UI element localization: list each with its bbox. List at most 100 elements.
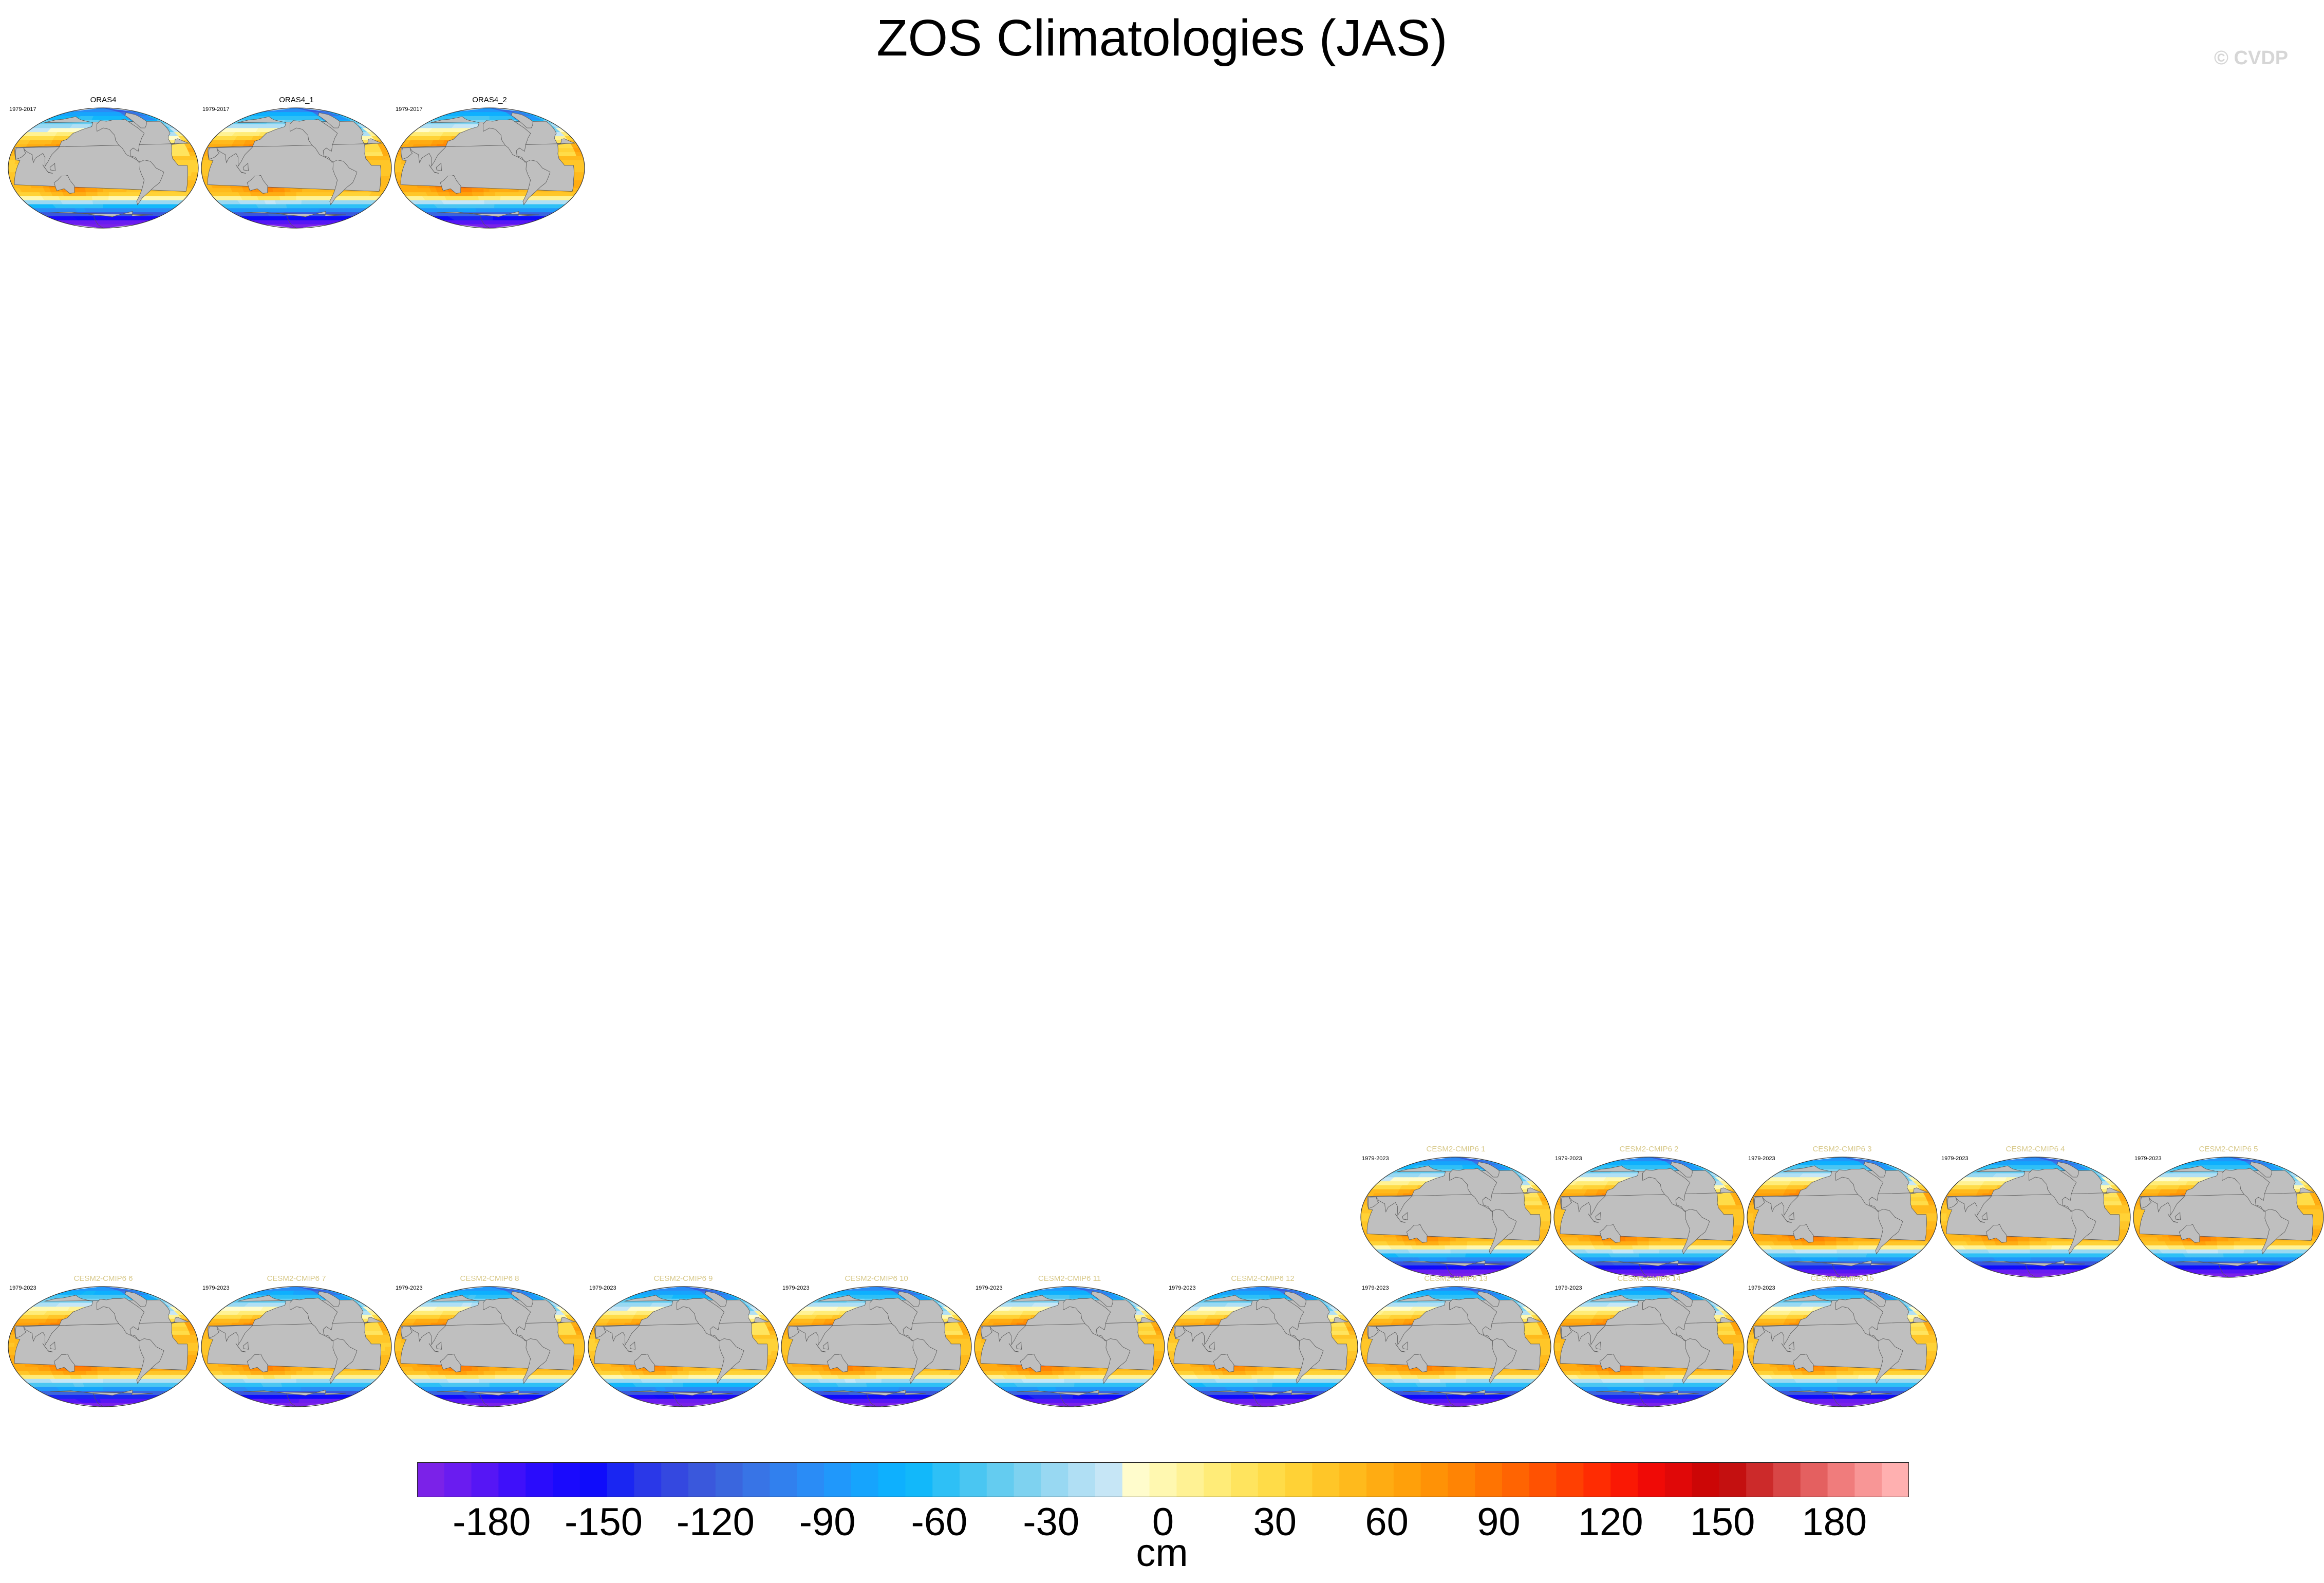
map-outline <box>394 107 585 229</box>
map-panel-title: CESM2-CMIP6 3 <box>1812 1145 1872 1153</box>
colorbar-swatch <box>1312 1462 1340 1497</box>
land-mass <box>1489 1208 1517 1255</box>
land-mass <box>49 163 56 171</box>
land-mass <box>317 112 340 128</box>
land-mass <box>1788 1342 1795 1350</box>
land-mass <box>242 163 249 171</box>
land-mass <box>1403 1389 1506 1407</box>
land-mass <box>208 116 382 167</box>
colorbar-tick-label: -120 <box>676 1500 755 1544</box>
land-mass <box>1489 1338 1517 1384</box>
map-panel-title: CESM2-CMIP6 10 <box>845 1274 908 1283</box>
map-panel-years: 1979-2023 <box>589 1285 616 1291</box>
land-mass <box>1402 1342 1409 1350</box>
map-panel-title: CESM2-CMIP6 7 <box>267 1274 326 1283</box>
map-svg <box>1940 1157 2131 1278</box>
land-mass <box>42 1343 53 1352</box>
map-svg <box>8 107 199 229</box>
map-outline <box>8 107 199 229</box>
land-mass <box>1017 1389 1119 1407</box>
land-mass <box>981 1295 1155 1346</box>
colorbar-swatch <box>1556 1462 1584 1497</box>
land-mass <box>716 1338 744 1384</box>
map-svg <box>588 1286 779 1407</box>
map-panel-title: CESM2-CMIP6 13 <box>1424 1274 1488 1283</box>
watermark: © CVDP <box>2214 47 2289 69</box>
land-mass <box>622 1343 633 1352</box>
map-svg <box>1360 1157 1551 1278</box>
land-mass <box>49 1342 56 1350</box>
colorbar-swatch <box>1610 1462 1638 1497</box>
map-panel-title: CESM2-CMIP6 4 <box>2006 1145 2065 1153</box>
land-mass <box>629 1342 636 1350</box>
map-svg <box>1747 1286 1938 1407</box>
land-mass <box>1982 1260 2085 1277</box>
land-mass <box>2221 1168 2270 1212</box>
map-svg <box>2133 1157 2324 1278</box>
colorbar-swatch <box>1583 1462 1611 1497</box>
land-mass <box>1367 1295 1542 1346</box>
colorbar-swatch <box>851 1462 879 1497</box>
colorbar-swatch <box>1420 1462 1448 1497</box>
land-mass <box>1670 1161 1693 1178</box>
land-mass <box>1595 1342 1602 1350</box>
land-mass <box>96 1297 145 1342</box>
land-mass <box>1020 1353 1041 1372</box>
land-mass <box>633 1353 655 1372</box>
land-mass <box>289 1297 338 1342</box>
land-mass <box>136 159 164 206</box>
map-panel-years: 1979-2023 <box>9 1285 36 1291</box>
land-mass <box>1255 1297 1304 1342</box>
land-mass <box>1947 1165 2121 1216</box>
colorbar-swatch <box>797 1462 824 1497</box>
map-outline <box>8 1286 199 1407</box>
colorbar-tick-label: 90 <box>1477 1500 1521 1544</box>
colorbar-swatch <box>1664 1462 1693 1497</box>
map-panel-years: 1979-2023 <box>1555 1285 1582 1291</box>
map-panel: CESM2-CMIP6 5 1979-2023 <box>2132 1145 2324 1278</box>
colorbar-swatch <box>661 1462 689 1497</box>
colorbar-tick-label: 150 <box>1690 1500 1755 1544</box>
colorbar-swatch <box>553 1462 580 1497</box>
land-mass <box>1209 1342 1215 1350</box>
land-mass <box>1174 1295 1348 1346</box>
colorbar-tick-label: -150 <box>564 1500 643 1544</box>
land-mass <box>1091 1291 1113 1307</box>
land-mass <box>50 211 153 228</box>
land-mass <box>1296 1338 1324 1384</box>
land-mass <box>1406 1224 1428 1243</box>
map-panel-title: CESM2-CMIP6 15 <box>1810 1274 1874 1283</box>
map-panel-years: 1979-2023 <box>1748 1156 1775 1162</box>
land-mass <box>1284 1291 1306 1307</box>
land-mass <box>1792 1224 1814 1243</box>
map-outline <box>201 107 392 229</box>
colorbar-swatch <box>960 1462 987 1497</box>
colorbar-ticks: -180 -150 -120 -90 -60 -30 0 30 60 90 120 150 180 <box>417 1499 1909 1545</box>
land-mass <box>428 164 439 174</box>
map-outline <box>781 1286 972 1407</box>
land-mass <box>595 1295 769 1346</box>
colorbar-tick-label: 180 <box>1802 1500 1867 1544</box>
land-mass <box>329 1338 358 1384</box>
colorbar-swatch <box>417 1462 445 1497</box>
land-mass <box>15 116 189 167</box>
land-mass <box>1406 1353 1428 1372</box>
land-mass <box>136 1338 164 1384</box>
map-outline <box>1747 1286 1938 1407</box>
land-mass <box>437 1389 539 1407</box>
map-panel: ORAS4_1 1979-2017 <box>200 96 392 229</box>
colorbar-swatch <box>932 1462 960 1497</box>
colorbar-swatch <box>742 1462 770 1497</box>
land-mass <box>1016 1342 1022 1350</box>
colorbar-swatch <box>1529 1462 1557 1497</box>
land-mass <box>42 164 53 174</box>
land-mass <box>235 1343 246 1352</box>
colorbar-swatch <box>444 1462 472 1497</box>
land-mass <box>208 1295 382 1346</box>
land-mass <box>440 1353 461 1372</box>
land-mass <box>1835 1168 1884 1212</box>
land-mass <box>1062 1297 1111 1342</box>
map-svg <box>394 1286 585 1407</box>
land-mass <box>1863 1291 1886 1307</box>
map-panel-title: CESM2-CMIP6 5 <box>2199 1145 2258 1153</box>
